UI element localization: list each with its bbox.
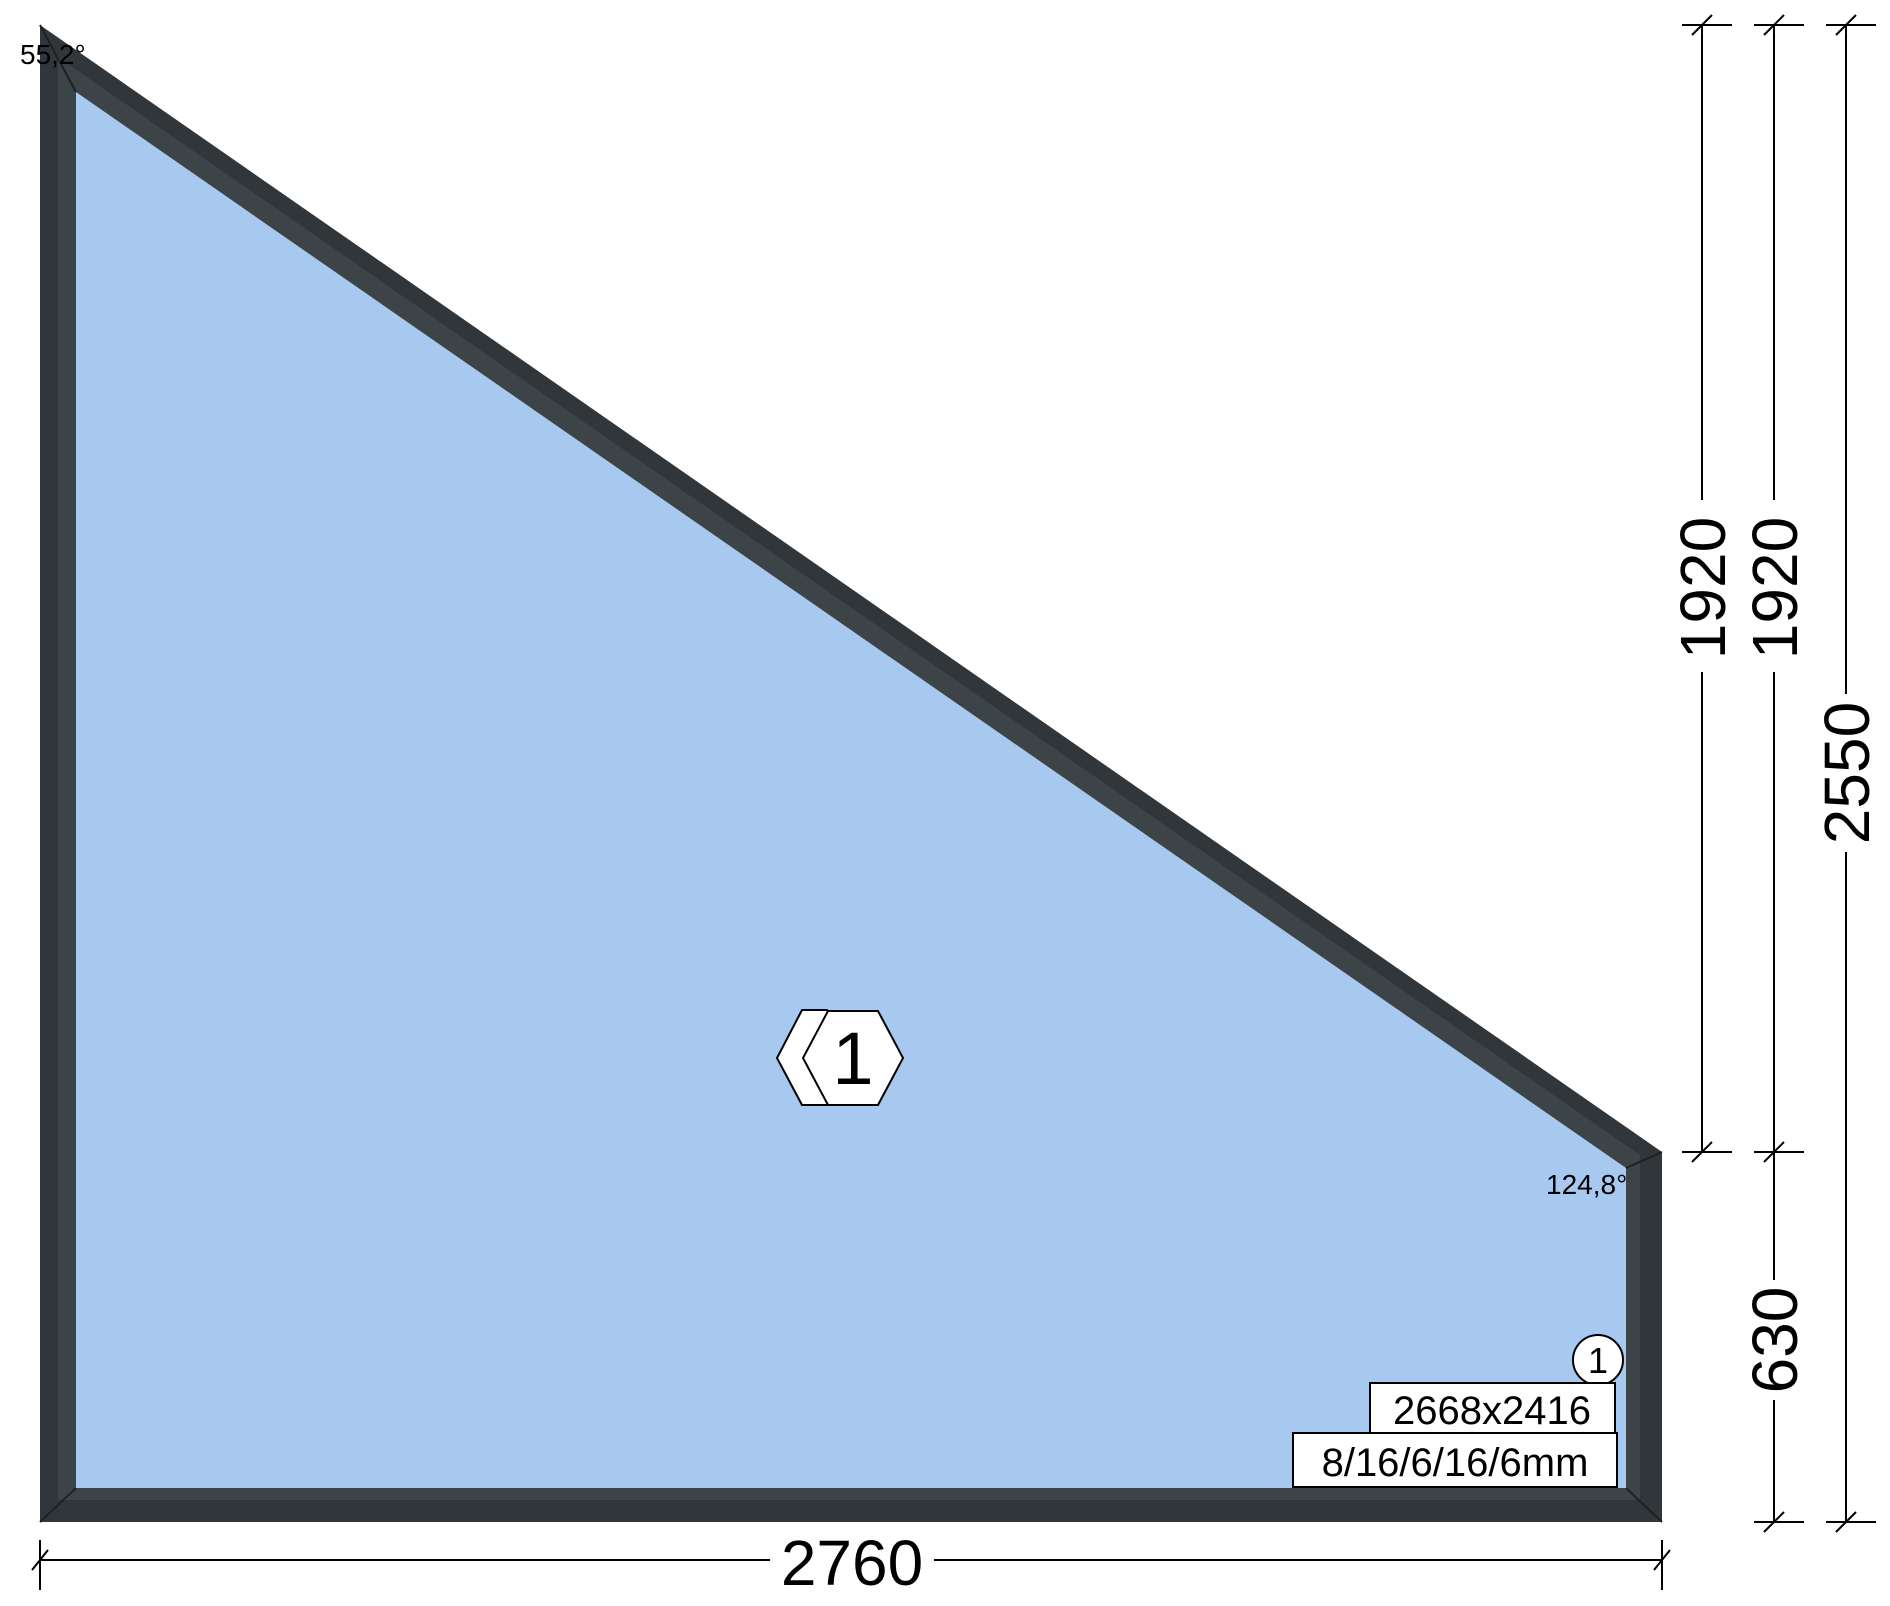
frame-bevel-line-bottom-left: [39, 1487, 77, 1523]
dimension-right-upper-1: 1920: [1667, 14, 1739, 1163]
frame-bevel-line-bottom-right: [1625, 1487, 1663, 1523]
panel-number: 1: [832, 1017, 873, 1100]
angle-label-right-top: 124,8°: [1546, 1169, 1627, 1200]
glass-size-text: 2668x2416: [1393, 1389, 1591, 1433]
frame-bevel-line-top-left: [39, 24, 77, 93]
glass-pane: [76, 92, 1626, 1488]
glass-tag-number: 1: [1588, 1340, 1608, 1381]
frame-bevel-line-right-top: [1625, 1151, 1663, 1169]
glass-composition-text: 8/16/6/16/6mm: [1322, 1441, 1589, 1485]
panel-number-hexagon-shape: [801, 1010, 905, 1106]
dimension-right-upper-1-label: 1920: [1667, 517, 1739, 659]
dimension-overall-height: 2550: [1811, 14, 1883, 1533]
glass-size-box: [1369, 1382, 1616, 1434]
angle-label-top-left: 55,2°: [20, 39, 86, 70]
dimension-right-column-2: 1920 630: [1739, 14, 1811, 1533]
dimension-width: 2760: [31, 1527, 1671, 1599]
dimension-right-upper-2-label: 1920: [1739, 517, 1811, 659]
dimension-right-lower-label: 630: [1739, 1287, 1811, 1394]
glass-composition-box: [1292, 1432, 1618, 1488]
dimension-overall-height-label: 2550: [1811, 702, 1883, 844]
dimension-width-label: 2760: [781, 1527, 923, 1599]
